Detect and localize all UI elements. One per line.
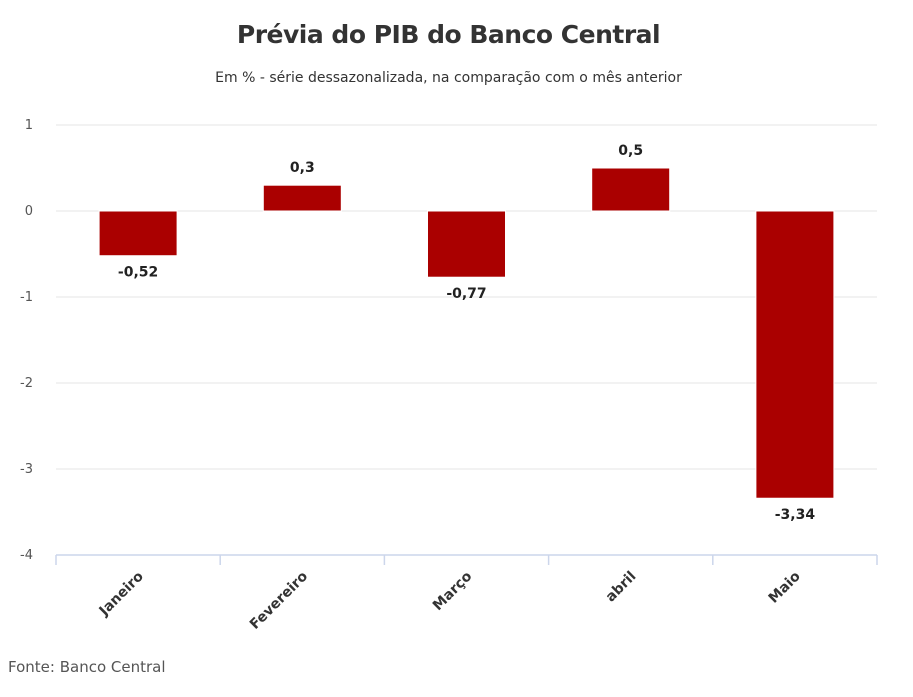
category-label: Março — [430, 568, 476, 614]
bar — [98, 210, 178, 257]
y-tick-label: 0 — [25, 204, 33, 219]
y-tick-label: -2 — [20, 376, 33, 391]
data-label: 0,3 — [290, 160, 315, 176]
y-tick-label: -4 — [20, 548, 33, 563]
data-label: 0,5 — [618, 143, 643, 159]
bar-chart: 1 0 -1 -2 -3 -4 -0,52 0,3 -0,77 0,5 -3,34 Janeiro… — [20, 118, 878, 633]
data-label: -0,52 — [118, 265, 158, 281]
data-label: -3,34 — [775, 507, 816, 523]
bar — [427, 210, 506, 278]
y-tick-label: -1 — [20, 290, 33, 305]
category-label: Janeiro — [96, 568, 147, 619]
bar — [755, 210, 835, 499]
value-labels: -0,52 0,3 -0,77 0,5 -3,34 — [118, 143, 815, 523]
y-axis-ticks: 1 0 -1 -2 -3 -4 — [20, 118, 33, 563]
category-label: abril — [603, 569, 640, 606]
category-label: Fevereiro — [247, 568, 311, 632]
category-label: Maio — [766, 568, 804, 606]
data-label: -0,77 — [446, 286, 486, 302]
chart-subtitle: Em % - série dessazonalizada, na compara… — [215, 70, 682, 86]
chart-title: Prévia do PIB do Banco Central — [236, 20, 661, 49]
bar — [591, 167, 671, 212]
y-tick-label: -3 — [20, 462, 33, 477]
source-note: Fonte: Banco Central — [8, 658, 166, 676]
bar — [262, 184, 342, 212]
x-axis — [55, 554, 878, 565]
bars — [98, 167, 835, 499]
category-labels: Janeiro Fevereiro Março abril Maio — [96, 568, 804, 633]
y-tick-label: 1 — [25, 118, 33, 133]
